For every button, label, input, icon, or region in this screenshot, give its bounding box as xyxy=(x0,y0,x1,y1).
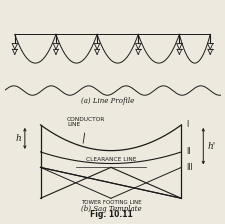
Text: CLEARANCE LINE: CLEARANCE LINE xyxy=(86,157,136,162)
Text: (a) Line Profile: (a) Line Profile xyxy=(81,97,134,105)
Text: Fig. 10.11: Fig. 10.11 xyxy=(90,210,132,219)
Text: CONDUCTOR
LINE: CONDUCTOR LINE xyxy=(67,117,106,143)
Text: h': h' xyxy=(208,142,216,151)
Text: h: h xyxy=(16,134,21,143)
Text: TOWER FOOTING LINE: TOWER FOOTING LINE xyxy=(81,200,141,205)
Text: III: III xyxy=(186,163,193,172)
Text: I: I xyxy=(186,120,188,129)
Text: (b) Sag Template: (b) Sag Template xyxy=(81,205,141,213)
Text: II: II xyxy=(186,147,191,156)
